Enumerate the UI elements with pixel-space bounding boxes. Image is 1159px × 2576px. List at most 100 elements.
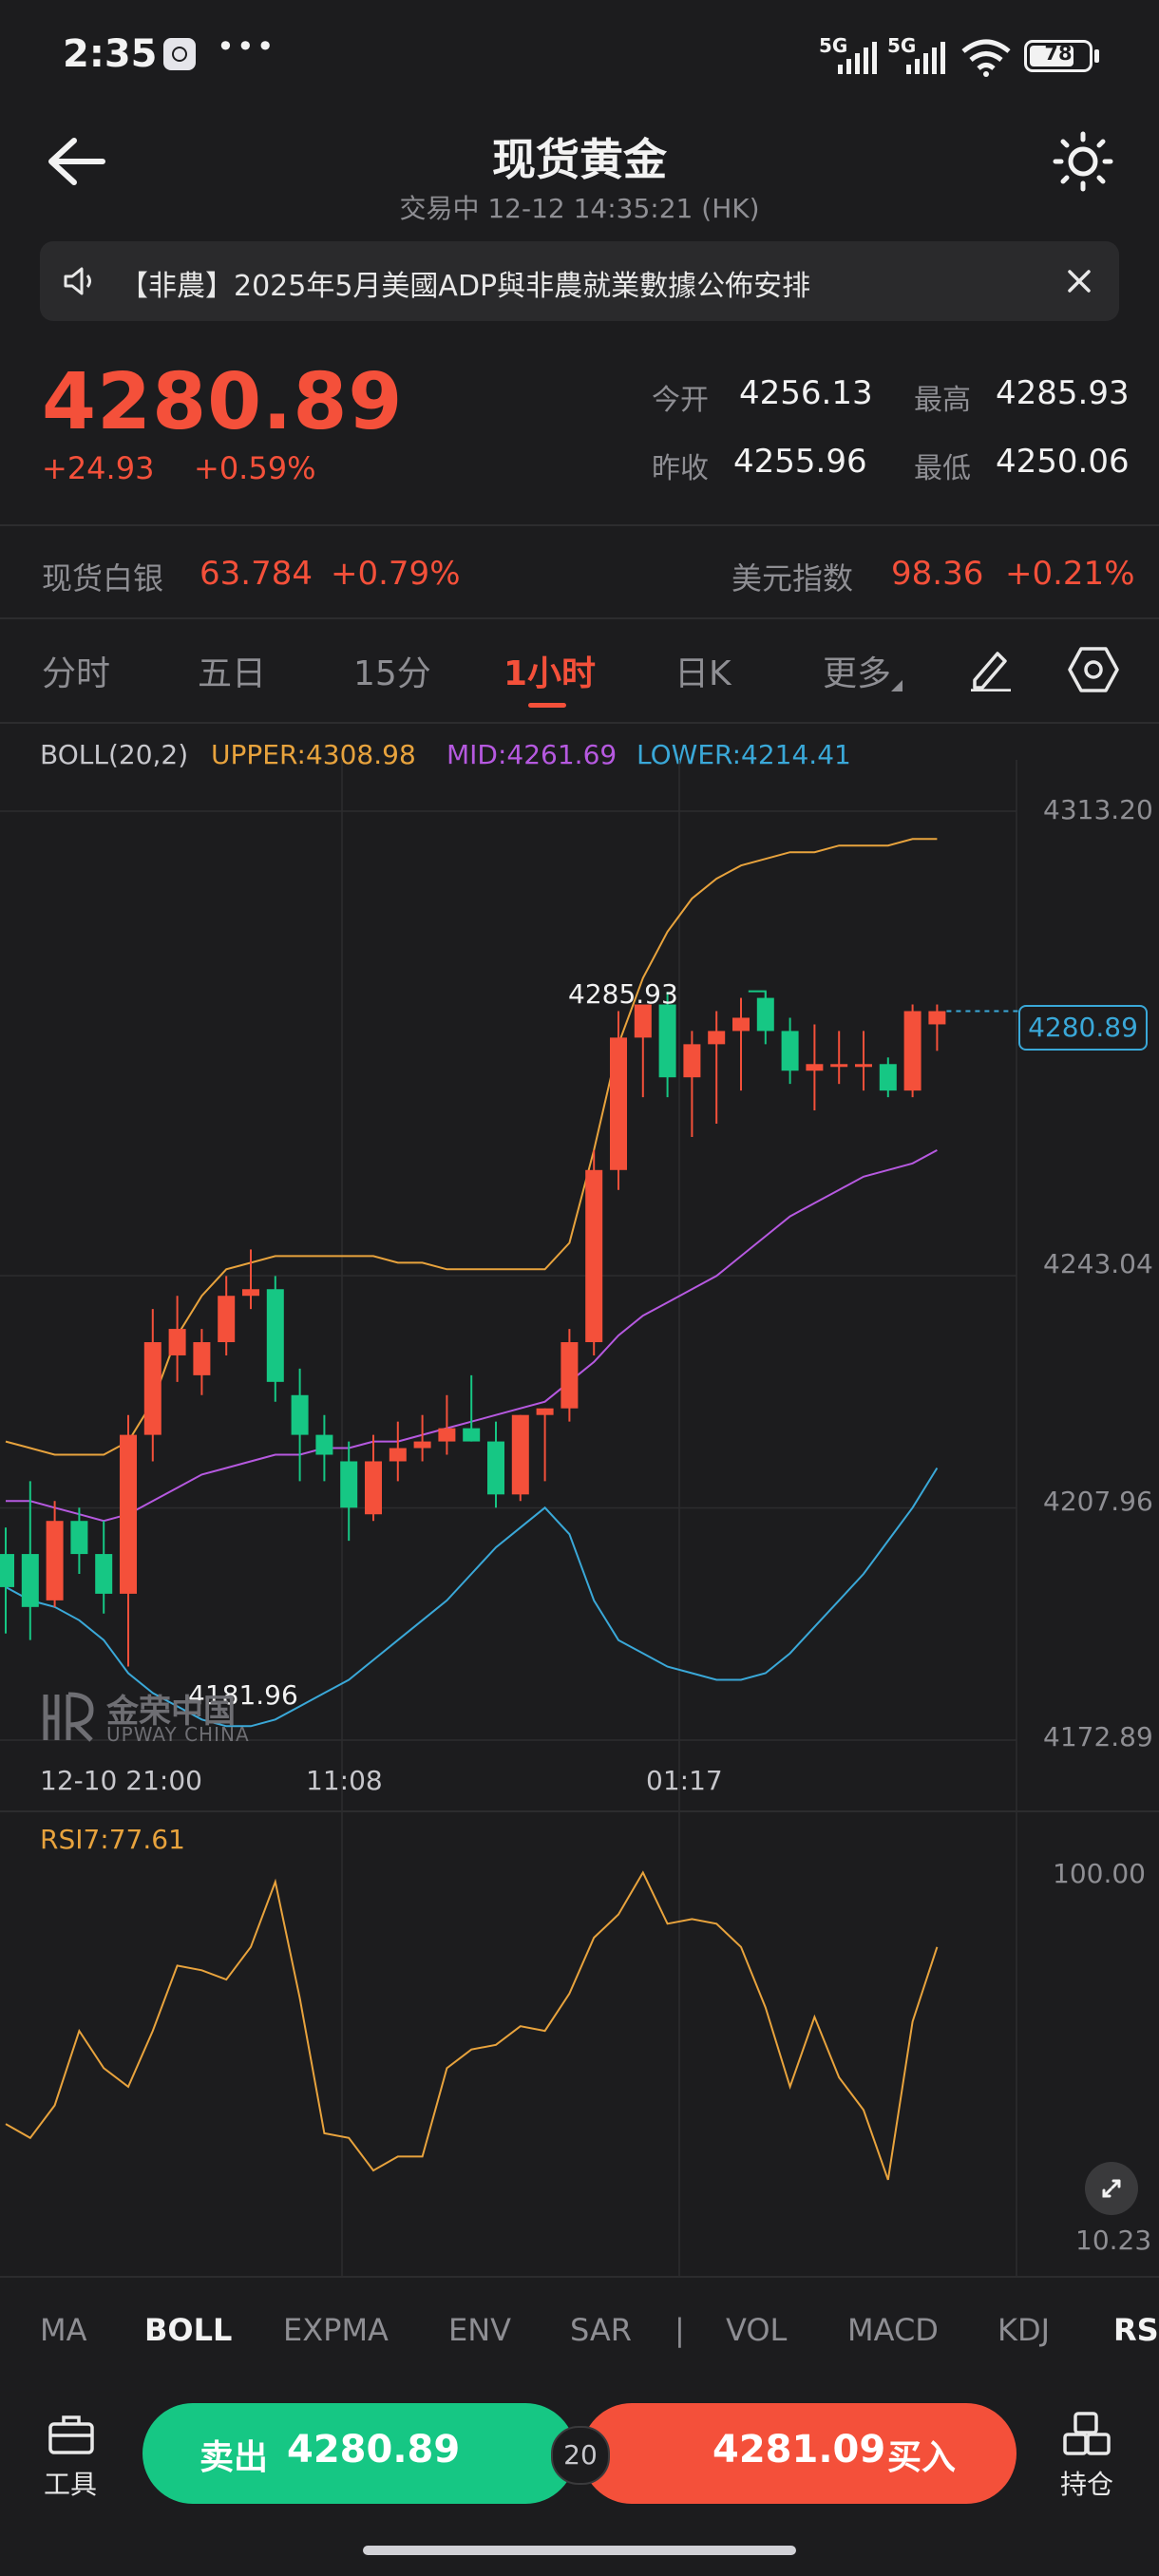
candle-body — [756, 997, 774, 1032]
divider — [0, 1810, 1159, 1812]
close-icon[interactable] — [1066, 268, 1092, 294]
tab-more[interactable]: 更多 — [823, 654, 892, 693]
trading-status: 交易中 12-12 14:35:21 (HK) — [399, 193, 760, 224]
position-label[interactable]: 持仓 — [1060, 2469, 1114, 2500]
sell-label[interactable]: 卖出 — [200, 2438, 269, 2477]
indicator-separator: | — [674, 2312, 685, 2348]
indicator-tab-vol[interactable]: VOL — [726, 2312, 788, 2348]
candle-body — [634, 1004, 652, 1038]
boll-mid: MID:4261.69 — [446, 739, 618, 770]
indicator-tab-kdj[interactable]: KDJ — [998, 2312, 1051, 2348]
indicator-tab-rsi[interactable]: RSI — [1113, 2312, 1159, 2348]
candle-body — [0, 1554, 14, 1587]
candle-body — [168, 1329, 186, 1355]
candlestick-chart[interactable] — [0, 760, 1159, 1814]
time-axis-label: 12-10 21:00 — [40, 1765, 202, 1796]
candle-body — [855, 1064, 872, 1068]
news-banner-text[interactable]: 【非農】2025年5月美國ADP與非農就業數據公佈安排 — [120, 270, 811, 303]
leverage-badge[interactable]: 20 — [551, 2426, 610, 2485]
candle-body — [708, 1031, 726, 1045]
last-price-tag-value: 4280.89 — [1028, 1012, 1138, 1043]
position-icon[interactable] — [1062, 2411, 1112, 2456]
tab-1hour[interactable]: 1小时 — [504, 654, 597, 693]
candle-body — [389, 1448, 407, 1462]
pencil-icon[interactable] — [967, 646, 1013, 691]
upway-logo-icon — [43, 1692, 94, 1742]
candle-body — [95, 1554, 113, 1594]
notification-icon — [163, 38, 196, 70]
candle-body — [683, 1044, 701, 1078]
tab-daily[interactable]: 日K — [674, 654, 732, 693]
price-change: +24.93 — [42, 450, 155, 486]
candle-body — [315, 1434, 333, 1455]
candle-body — [120, 1434, 137, 1594]
boll-upper: UPPER:4308.98 — [211, 739, 416, 770]
buy-label[interactable]: 买入 — [887, 2438, 957, 2477]
dxy-value[interactable]: 98.36 — [891, 555, 984, 593]
high-label: 最高 — [914, 384, 971, 417]
candle-body — [242, 1289, 259, 1297]
indicator-tab-sar[interactable]: SAR — [570, 2312, 633, 2348]
low-value: 4250.06 — [996, 443, 1130, 481]
candle-body — [536, 1408, 554, 1415]
indicator-tab-macd[interactable]: MACD — [847, 2312, 939, 2348]
buy-button[interactable] — [581, 2403, 1016, 2504]
last-price-tag: 4280.89 — [1018, 1005, 1148, 1051]
news-banner[interactable] — [40, 241, 1119, 321]
rsi-label: RSI7:77.61 — [40, 1824, 185, 1855]
signal-5g-label: 5G — [819, 34, 848, 57]
candle-body — [487, 1441, 504, 1495]
home-indicator[interactable] — [363, 2546, 796, 2555]
back-arrow-icon[interactable] — [46, 137, 106, 186]
sell-button[interactable] — [142, 2403, 576, 2504]
brightness-icon[interactable] — [1053, 131, 1113, 192]
candle-body — [365, 1461, 382, 1515]
boll-lower-line — [5, 1467, 939, 1728]
tools-label[interactable]: 工具 — [44, 2469, 98, 2500]
candle-body — [560, 1342, 579, 1409]
divider — [0, 617, 1159, 619]
price-axis-label: 4207.96 — [1043, 1486, 1153, 1517]
indicator-tab-expma[interactable]: EXPMA — [283, 2312, 389, 2348]
candle-body — [21, 1554, 39, 1607]
candle-body — [291, 1394, 309, 1435]
dxy-change[interactable]: +0.21% — [1005, 555, 1135, 593]
indicator-tab-env[interactable]: ENV — [448, 2312, 512, 2348]
tab-15min[interactable]: 15分 — [353, 654, 431, 693]
settings-hex-icon[interactable] — [1068, 646, 1119, 693]
signal-5g-label-2: 5G — [887, 34, 917, 57]
silver-value[interactable]: 63.784 — [200, 555, 313, 593]
dxy-label[interactable]: 美元指数 — [732, 560, 854, 597]
toolbox-icon[interactable] — [48, 2413, 95, 2456]
time-axis-label: 11:08 — [306, 1765, 383, 1796]
candle-body — [928, 1011, 946, 1025]
high-marker-label: 4285.93 — [568, 978, 678, 1010]
divider — [0, 2276, 1159, 2278]
tab-timeshare[interactable]: 分时 — [42, 654, 111, 693]
silver-change[interactable]: +0.79% — [331, 555, 461, 593]
candle-body — [511, 1414, 529, 1495]
low-marker-label: 4181.96 — [188, 1679, 298, 1711]
signal-bars-icon — [838, 42, 877, 74]
candle-body — [193, 1342, 211, 1375]
prev-close-label: 昨收 — [652, 452, 709, 485]
sell-price[interactable]: 4280.89 — [287, 2428, 461, 2472]
signal-bars-icon-2 — [906, 42, 945, 74]
candle-body — [732, 1017, 750, 1032]
status-bar: 2:35 ••• 5G 5G 78 — [0, 0, 1159, 114]
rsi-axis-bottom: 10.23 — [1075, 2225, 1152, 2256]
indicator-tab-boll[interactable]: BOLL — [144, 2312, 233, 2348]
silver-label[interactable]: 现货白银 — [42, 560, 164, 597]
battery-icon: 78 — [1024, 40, 1092, 72]
candle-body — [879, 1064, 897, 1091]
active-tab-indicator — [528, 703, 566, 708]
tab-five-day[interactable]: 五日 — [198, 654, 267, 693]
candle-body — [438, 1428, 456, 1442]
indicator-tab-ma[interactable]: MA — [40, 2312, 87, 2348]
low-label: 最低 — [914, 452, 971, 485]
time-axis-label: 01:17 — [646, 1765, 723, 1796]
buy-price[interactable]: 4281.09 — [712, 2428, 886, 2472]
rsi-chart[interactable] — [0, 1810, 1159, 2276]
candle-body — [903, 1011, 922, 1091]
fullscreen-button[interactable] — [1085, 2162, 1138, 2215]
